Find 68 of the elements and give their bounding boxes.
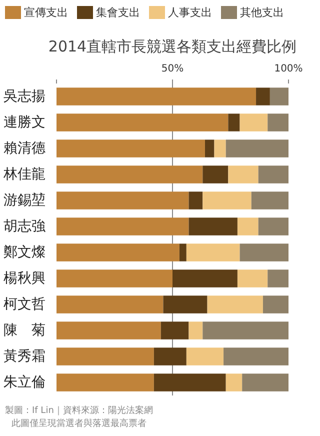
y-tick-label: 胡志強 xyxy=(4,218,46,234)
y-tick-label: 游錫堃 xyxy=(4,192,46,208)
bar xyxy=(204,140,214,158)
bar xyxy=(240,114,268,132)
bar xyxy=(56,114,228,132)
bar xyxy=(207,296,263,314)
bar xyxy=(242,374,288,392)
bar xyxy=(202,166,228,184)
bar xyxy=(224,348,288,366)
text: 此圖僅呈現當選者與落選最高票者 xyxy=(10,418,148,431)
bar xyxy=(154,374,226,392)
legend-label: 集會支出 xyxy=(96,6,140,20)
chart-title: 2014直轄市長競選各類支出經費比例 xyxy=(48,38,297,56)
bar xyxy=(186,348,224,366)
bar xyxy=(56,140,205,158)
y-tick-label: 朱立倫 xyxy=(4,374,46,390)
y-tick-label: 陳 菊 xyxy=(4,322,46,338)
bar xyxy=(268,270,288,288)
x-tick-label: 100% xyxy=(274,64,303,74)
bar xyxy=(56,192,189,210)
bar xyxy=(188,192,203,210)
bar xyxy=(163,296,208,314)
bar xyxy=(179,244,186,262)
bar xyxy=(56,88,256,106)
bar xyxy=(228,166,258,184)
bar xyxy=(56,322,161,340)
bar xyxy=(251,192,288,210)
bar xyxy=(202,322,288,340)
bar xyxy=(214,140,226,158)
bar xyxy=(202,192,252,210)
bar xyxy=(56,374,154,392)
bar xyxy=(56,166,203,184)
y-tick-label: 吳志揚 xyxy=(4,88,46,104)
x-tick-label: 50% xyxy=(161,64,184,74)
bar xyxy=(262,296,288,314)
bar xyxy=(258,218,288,236)
bar xyxy=(258,166,288,184)
bar xyxy=(56,244,180,262)
bar xyxy=(154,348,186,366)
y-tick-label: 林佳龍 xyxy=(2,166,46,182)
bar xyxy=(160,322,189,340)
bar xyxy=(56,348,154,366)
bar xyxy=(228,114,240,132)
y-tick-label: 連勝文 xyxy=(4,114,46,130)
bar xyxy=(237,218,258,236)
bar xyxy=(237,270,268,288)
y-tick-label: 黃秀霜 xyxy=(4,348,46,364)
y-tick-label: 柯文哲 xyxy=(4,296,46,312)
y-tick-label: 賴清德 xyxy=(4,140,46,156)
bar xyxy=(186,244,240,262)
legend-label: 宣傳支出 xyxy=(24,6,68,20)
bar xyxy=(270,88,288,106)
bar xyxy=(188,218,238,236)
y-tick-label: 鄭文燦 xyxy=(4,244,46,260)
text: 製圖：If Lin｜資料來源：陽光法案網 xyxy=(5,405,153,418)
bar xyxy=(268,114,288,132)
bar xyxy=(226,140,288,158)
bar xyxy=(172,270,238,288)
bar xyxy=(188,322,203,340)
bar xyxy=(56,270,172,288)
bar xyxy=(256,88,270,106)
y-tick-label: 楊秋興 xyxy=(4,270,46,286)
bar xyxy=(56,218,189,236)
bar xyxy=(226,374,242,392)
bar xyxy=(240,244,288,262)
bar xyxy=(56,296,164,314)
legend-label: 其他支出 xyxy=(240,6,284,20)
legend-label: 人事支出 xyxy=(168,6,212,20)
